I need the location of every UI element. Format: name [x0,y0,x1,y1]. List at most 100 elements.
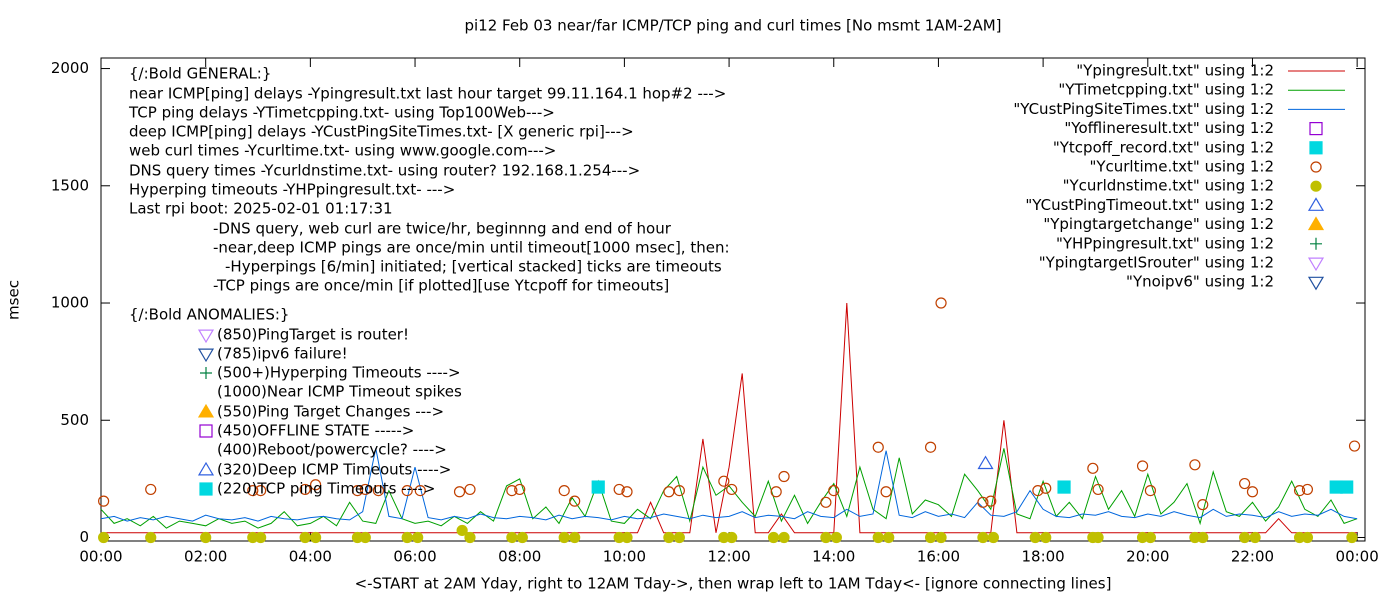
data-point [359,531,371,544]
data-point [1144,484,1157,497]
legend-label: "Yofflineresult.txt" using 1:2 [1064,119,1274,137]
data-point [569,495,581,507]
data-point [977,455,994,470]
data-point [1301,483,1314,496]
legend-swatch [1307,197,1325,211]
data-point [1144,531,1157,544]
legend-label: "Ypingresult.txt" using 1:2 [1076,62,1274,80]
data-point [663,531,675,544]
data-point [1040,482,1052,494]
data-point [977,496,989,508]
legend-label: "YpingtargetISrouter" using 1:2 [1039,254,1274,272]
data-point [1239,477,1251,490]
data-point [880,486,892,498]
annotation: Hyperping timeouts -YHPpingresult.txt- -… [129,181,455,199]
data-point [464,531,476,544]
data-point [924,441,937,453]
data-point [309,531,322,544]
legend-label: "YCustPingTimeout.txt" using 1:2 [1025,196,1274,214]
data-point [299,531,311,544]
annotation: deep ICMP[ping] delays -YCustPingSiteTim… [129,123,634,141]
annotation: TCP ping delays -YTimetcpping.txt- using… [128,104,555,122]
y-tick-label: 1000 [51,294,89,312]
data-point [1092,531,1104,544]
annotation-symbol [200,367,212,379]
data-point [1346,531,1358,544]
data-point [506,484,518,497]
legend-label: "YTimetcpping.txt" using 1:2 [1058,81,1274,99]
x-tick-label: 02:00 [184,548,227,566]
legend-swatch [1310,180,1322,192]
data-point [98,495,110,507]
data-point [924,531,937,544]
annotation: -Hyperpings [6/min] initiated; [vertical… [225,258,722,276]
series-line [100,448,1358,529]
x-tick-label: 10:00 [603,548,646,566]
annotation: (785)ipv6 failure! [217,345,348,363]
data-point [1087,462,1099,474]
data-point [1136,460,1149,472]
legend-label: "Ypingtargetchange" using 1:2 [1043,215,1274,233]
data-point [778,470,790,483]
annotation: (550)Ping Target Changes ---> [217,403,444,421]
data-point [98,531,110,544]
legend-swatch [1307,276,1325,291]
annotation: (450)OFFLINE STATE -----> [217,422,414,440]
y-tick-label: 2000 [51,59,89,77]
y-tick-label: 500 [60,411,89,429]
data-point [830,531,842,544]
data-point [987,531,999,544]
data-point [1249,531,1261,544]
data-point [255,531,267,544]
legend-swatch [1309,141,1323,155]
data-point [673,484,685,497]
data-point [1197,499,1209,511]
data-point [464,483,476,496]
annotation: DNS query times -Ycurldnstime.txt- using… [129,162,640,180]
data-point [200,531,212,544]
annotation-symbol [197,348,215,363]
x-axis-label: <-START at 2AM Yday, right to 12AM Tday-… [355,575,1112,593]
data-point [506,531,518,544]
data-point [569,531,581,544]
data-point [872,531,884,544]
data-point [1032,484,1044,497]
data-point [456,524,468,537]
data-point [673,531,685,544]
data-point [1092,483,1104,496]
chart-title: pi12 Feb 03 near/far ICMP/TCP ping and c… [464,17,1001,35]
data-point [718,475,730,487]
data-point [1197,531,1209,544]
x-tick-label: 06:00 [393,548,436,566]
x-tick-label: 16:00 [917,548,960,566]
annotation: (500+)Hyperping Timeouts ----> [217,364,461,382]
data-point [828,484,840,497]
data-point [1040,531,1052,544]
legend-label: "YCustPingSiteTimes.txt" using 1:2 [1013,100,1274,118]
annotation-symbol [199,424,213,438]
annotation: (1000)Near ICMP Timeout spikes [217,383,462,401]
data-point [372,484,384,497]
data-point [621,486,633,498]
data-point [453,486,466,498]
data-point [726,531,738,544]
annotation: (220)TCP ping Timeouts ----> [217,480,435,498]
x-tick-label: 14:00 [812,548,855,566]
data-point [935,297,947,309]
data-point [977,531,989,544]
annotation: {/:Bold ANOMALIES:} [129,306,289,324]
annotation: web curl times -Ycurltime.txt- using www… [129,142,556,160]
data-point [145,531,157,544]
y-tick-label: 0 [79,528,89,546]
data-point [1340,480,1354,494]
x-tick-label: 22:00 [1231,548,1274,566]
annotation-symbol [199,482,213,496]
series-line [100,448,1358,522]
data-point [401,531,413,544]
legend-swatch [1309,121,1323,136]
x-tick-label: 20:00 [1126,548,1169,566]
x-tick-label: 00:00 [79,548,122,566]
annotation: -DNS query, web curl are twice/hr, begin… [213,220,672,238]
x-tick-label: 18:00 [1021,548,1064,566]
